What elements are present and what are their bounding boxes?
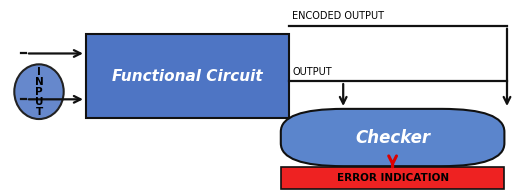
FancyBboxPatch shape — [281, 167, 504, 189]
Ellipse shape — [15, 64, 64, 119]
Text: Functional Circuit: Functional Circuit — [112, 69, 263, 84]
Text: I
N
P
U
T: I N P U T — [35, 67, 43, 117]
Text: ERROR INDICATION: ERROR INDICATION — [336, 173, 449, 183]
FancyBboxPatch shape — [281, 109, 504, 166]
FancyBboxPatch shape — [86, 34, 289, 118]
Text: Checker: Checker — [355, 129, 430, 146]
Text: OUTPUT: OUTPUT — [292, 67, 332, 77]
Text: ENCODED OUTPUT: ENCODED OUTPUT — [292, 11, 384, 21]
